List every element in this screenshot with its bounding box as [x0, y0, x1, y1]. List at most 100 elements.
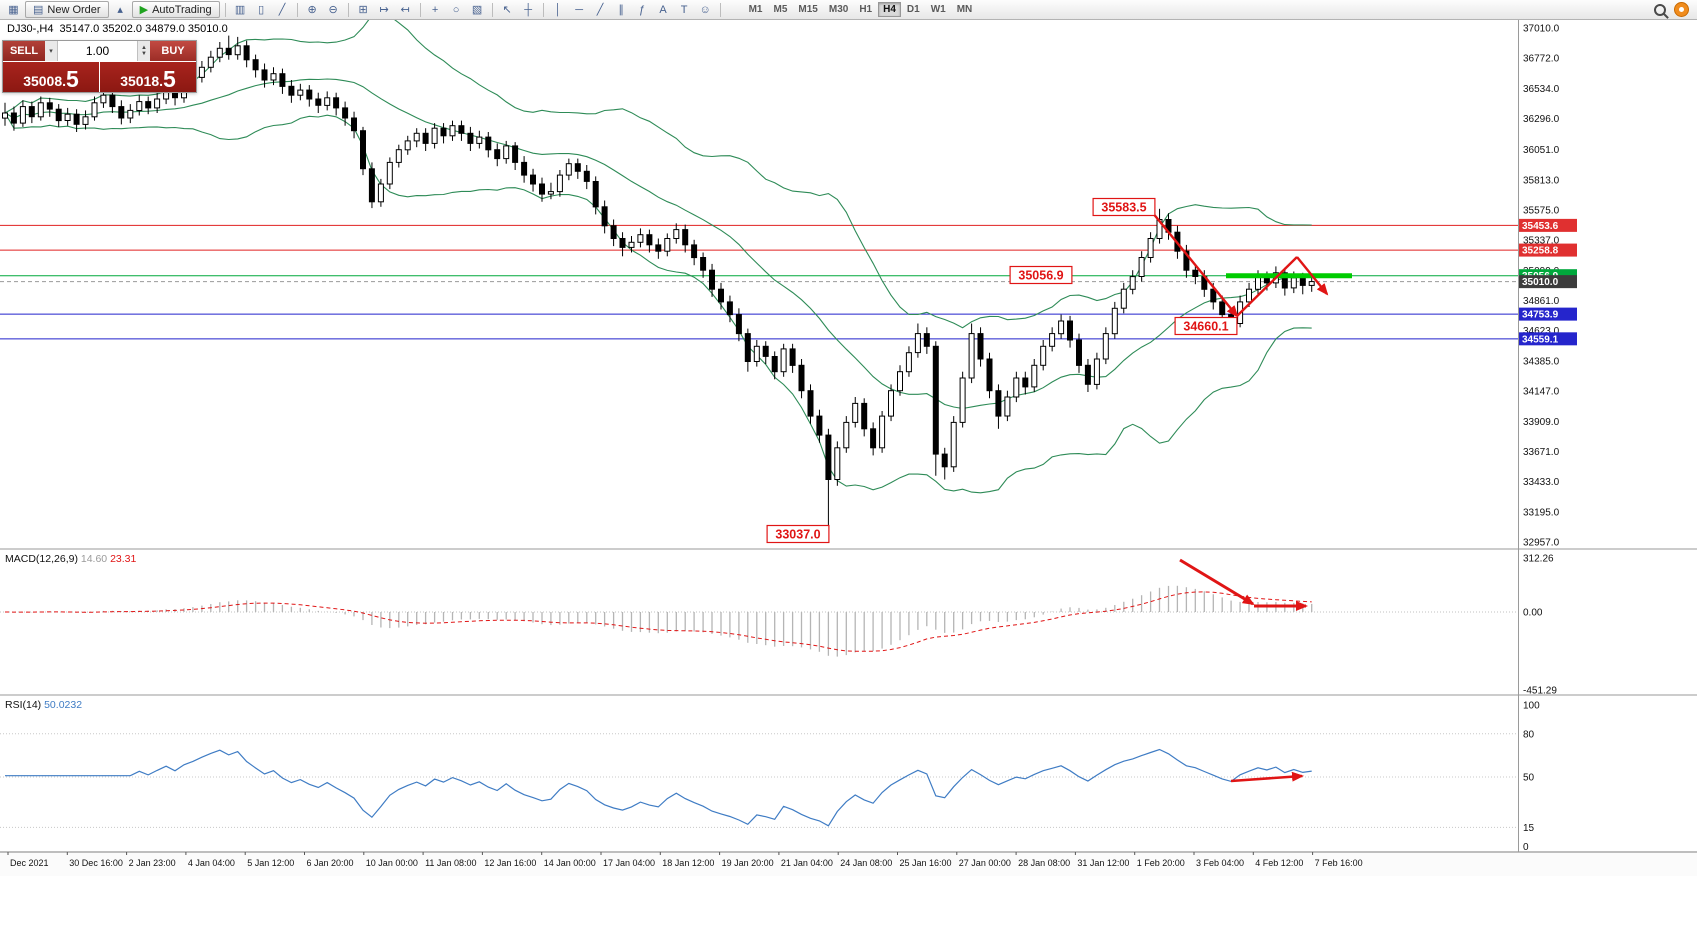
timeframe-h4[interactable]: H4: [878, 2, 901, 17]
candle: [476, 130, 483, 149]
candle: [136, 95, 143, 116]
candle: [1183, 244, 1190, 278]
buy-price-pips: 5: [163, 66, 176, 92]
buy-price[interactable]: 35018. 5: [100, 62, 196, 92]
candle: [905, 346, 912, 377]
toolbar-tools: ▦ ▤ New Order ▴ ▶ AutoTrading ▥ ▯ ╱ ⊕ ⊖ ⊞ ↦ ↤ + ○ ▧ ↖ ┼ │ ─ ╱…: [4, 1, 724, 18]
sell-button[interactable]: SELL: [3, 41, 45, 61]
candle: [458, 120, 465, 141]
buy-button[interactable]: BUY: [150, 41, 196, 61]
label-icon[interactable]: T: [680, 3, 688, 16]
bar-chart-icon[interactable]: ▥: [234, 4, 246, 16]
svg-text:14 Jan 00:00: 14 Jan 00:00: [544, 858, 596, 868]
search-icon[interactable]: [1654, 3, 1666, 16]
timeframe-d1[interactable]: D1: [902, 2, 925, 17]
candle: [744, 328, 751, 372]
price-label-text: 35056.9: [1018, 269, 1063, 283]
line-chart-icon[interactable]: ╱: [278, 4, 286, 16]
autotrading-button[interactable]: ▶ AutoTrading: [131, 1, 220, 18]
toolbar-separator: [719, 2, 721, 17]
spinner-down-icon[interactable]: ▼: [141, 51, 147, 57]
periods-icon[interactable]: ○: [452, 3, 460, 16]
timeframe-m5[interactable]: M5: [769, 2, 793, 17]
price-label-text: 33037.0: [775, 528, 820, 542]
svg-text:2 Jan 23:00: 2 Jan 23:00: [129, 858, 176, 868]
svg-text:36296.0: 36296.0: [1523, 114, 1560, 125]
spinner-up-icon[interactable]: ▲: [141, 45, 147, 51]
sell-price[interactable]: 35008. 5: [3, 62, 99, 92]
svg-text:31 Jan 12:00: 31 Jan 12:00: [1077, 858, 1129, 868]
timeframe-m30[interactable]: M30: [824, 2, 853, 17]
price-label-text: 35583.5: [1101, 201, 1146, 215]
candle: [1281, 267, 1288, 296]
candle: [118, 100, 125, 125]
timeframe-mn[interactable]: MN: [952, 2, 978, 17]
svg-text:6 Jan 20:00: 6 Jan 20:00: [307, 858, 354, 868]
indicators-icon[interactable]: +: [431, 3, 439, 16]
candle: [709, 263, 715, 297]
tile-windows-icon[interactable]: ⊞: [358, 4, 368, 16]
svg-text:25 Jan 16:00: 25 Jan 16:00: [900, 858, 952, 868]
toolbar-separator: [542, 2, 544, 17]
rsi-pane: RSI(14) 50.0232 100 80 50 15 0: [0, 699, 1540, 853]
trendline-icon[interactable]: ╱: [596, 4, 604, 16]
horizontal-line-icon[interactable]: ─: [575, 3, 583, 16]
volume-dropdown-icon[interactable]: ▾: [45, 41, 58, 61]
candle: [512, 142, 519, 170]
candle: [404, 135, 411, 155]
price-axis[interactable]: 37010.0 36772.0 36534.0 36296.0 36051.0 35813…: [1519, 24, 1577, 549]
price-label-text: 34660.1: [1183, 320, 1228, 334]
candle: [834, 441, 841, 486]
candle: [216, 42, 223, 63]
bollinger-upper: [4, 12, 1312, 329]
candle: [127, 104, 134, 124]
timeframe-m1[interactable]: M1: [744, 2, 768, 17]
macd-label: MACD(12,26,9) 14.60 23.31: [5, 553, 136, 565]
candle: [154, 92, 161, 113]
timeframe-h1[interactable]: H1: [854, 2, 877, 17]
sell-price-pips: 5: [66, 66, 79, 92]
crosshair-icon[interactable]: ┼: [524, 3, 532, 16]
zoom-out-icon[interactable]: ⊖: [328, 4, 338, 16]
volume-input[interactable]: 1.00: [58, 41, 137, 61]
price-tag: [1519, 243, 1577, 257]
shapes-icon[interactable]: ☺: [699, 3, 711, 16]
new-chart-icon[interactable]: ▦: [8, 4, 19, 16]
candle: [941, 447, 948, 480]
text-icon[interactable]: A: [659, 3, 667, 16]
chart-shift-icon[interactable]: ↤: [400, 4, 410, 16]
svg-text:4 Jan 04:00: 4 Jan 04:00: [188, 858, 235, 868]
auto-scroll-icon[interactable]: ↦: [379, 4, 389, 16]
candle: [1031, 359, 1038, 392]
fibonacci-icon[interactable]: ƒ: [639, 3, 646, 16]
new-order-button[interactable]: ▤ New Order: [25, 1, 109, 18]
svg-text:17 Jan 04:00: 17 Jan 04:00: [603, 858, 655, 868]
expert-advisors-icon[interactable]: ▴: [117, 4, 123, 16]
svg-text:15: 15: [1523, 823, 1535, 834]
trade-panel-controls: SELL ▾ 1.00 ▲ ▼ BUY: [3, 41, 196, 61]
trade-panel-prices: 35008. 5 35018. 5: [3, 61, 196, 92]
candle: [610, 219, 617, 247]
candlestick-chart-icon[interactable]: ▯: [258, 4, 265, 16]
timeframe-w1[interactable]: W1: [926, 2, 951, 17]
candle: [1129, 270, 1136, 295]
svg-text:7 Feb 16:00: 7 Feb 16:00: [1315, 858, 1363, 868]
svg-text:34385.0: 34385.0: [1523, 356, 1560, 367]
volume-spinner[interactable]: ▲ ▼: [137, 41, 150, 61]
candle: [1058, 314, 1065, 339]
cursor-icon[interactable]: ↖: [502, 4, 512, 16]
channel-icon[interactable]: ∥: [618, 4, 624, 16]
zoom-in-icon[interactable]: ⊕: [307, 4, 317, 16]
candle: [91, 96, 98, 121]
candle: [207, 50, 214, 73]
templates-icon[interactable]: ▧: [471, 4, 483, 16]
time-axis[interactable]: Dec 2021 30 Dec 16:00 2 Jan 23:00 4 Jan 04:…: [0, 852, 1697, 876]
notification-icon[interactable]: [1674, 2, 1689, 17]
timeframe-m15[interactable]: M15: [793, 2, 822, 17]
buy-price-main: 35018.: [120, 73, 164, 89]
candle: [583, 165, 590, 190]
candle: [879, 411, 886, 453]
vertical-line-icon[interactable]: │: [554, 3, 562, 16]
candle: [503, 140, 510, 164]
